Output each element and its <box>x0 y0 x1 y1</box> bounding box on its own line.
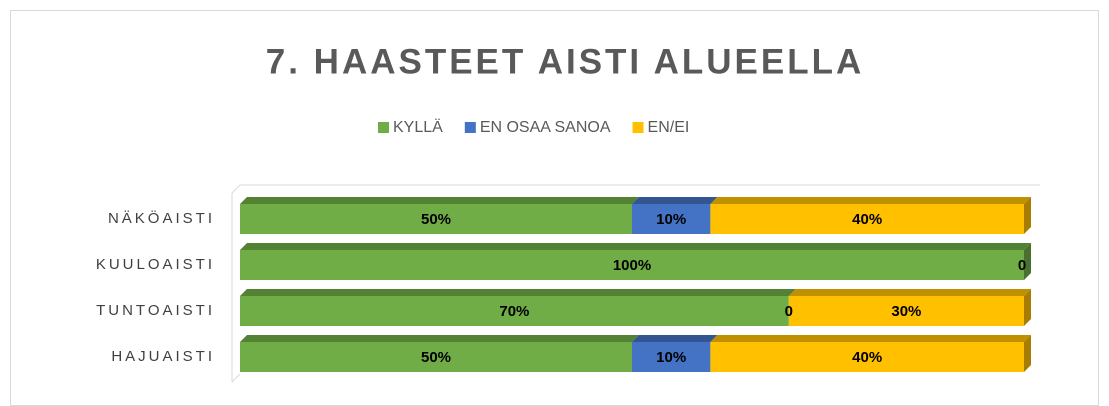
data-label: 50% <box>421 211 451 228</box>
category-label: NÄKÖAISTI <box>108 209 215 227</box>
bar-segment <box>240 204 632 234</box>
bar-top-face <box>240 197 639 204</box>
category-label: KUULOAISTI <box>96 256 215 273</box>
data-label: 70% <box>499 303 529 320</box>
bar-segment <box>240 250 1024 280</box>
data-label: 10% <box>656 349 686 366</box>
data-label: 40% <box>852 349 882 366</box>
bar-segment <box>788 296 1024 326</box>
wall-edge <box>231 184 241 194</box>
bar-side-face <box>1024 335 1031 372</box>
data-label: 50% <box>421 349 451 366</box>
legend-swatch <box>632 122 644 133</box>
data-label: 10% <box>656 211 686 228</box>
data-label: 40% <box>852 211 882 228</box>
data-label: 0 <box>785 303 793 320</box>
bar-segment <box>240 296 789 326</box>
bar-segment <box>710 342 1024 372</box>
bar-top-face <box>788 289 1031 296</box>
bar-top-face <box>632 197 718 204</box>
bar-top-face <box>240 335 639 342</box>
bar-top-face <box>240 289 796 296</box>
bar-top-face <box>240 243 1031 250</box>
chart-title: 7. HAASTEET AISTI ALUEELLA <box>266 42 865 81</box>
bar-side-face <box>1024 197 1031 234</box>
bar-top-face <box>710 335 1031 342</box>
legend-swatch <box>378 122 389 133</box>
bar-side-face <box>1024 243 1031 280</box>
data-label: 100% <box>613 257 651 274</box>
bar-side-face <box>1024 289 1031 326</box>
bar-segment <box>632 342 711 372</box>
data-label: 30% <box>891 303 921 320</box>
category-label: HAJUAISTI <box>111 348 215 365</box>
bar-top-face <box>710 197 1031 204</box>
legend-label: KYLLÄ <box>393 118 443 136</box>
floor-edge <box>231 373 241 383</box>
legend-swatch <box>464 122 476 133</box>
bar-top-face <box>632 335 718 342</box>
bar-segment <box>240 342 632 372</box>
bar-segment <box>632 204 711 234</box>
bar-segment <box>710 204 1024 234</box>
legend-label: EN OSAA SANOA <box>480 119 611 136</box>
legend-label: EN/EI <box>648 119 690 136</box>
data-label: 0 <box>1018 257 1026 274</box>
category-label: TUNTOAISTI <box>96 302 215 319</box>
